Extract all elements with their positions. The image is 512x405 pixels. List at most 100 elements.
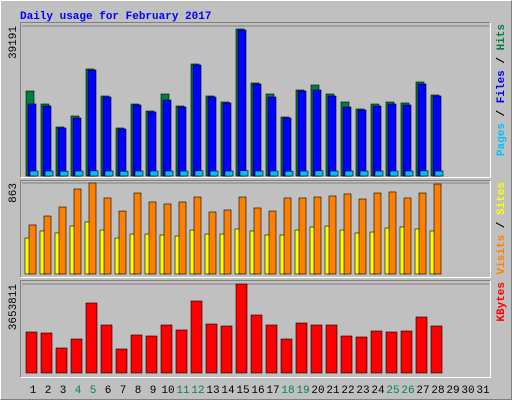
bar bbox=[104, 170, 114, 177]
x-tick-label: 4 bbox=[75, 385, 82, 397]
bar bbox=[43, 215, 52, 275]
x-tick-label: 14 bbox=[221, 385, 235, 397]
bar bbox=[149, 170, 159, 177]
bar bbox=[389, 170, 399, 177]
bar bbox=[328, 195, 337, 275]
x-tick-label: 29 bbox=[446, 385, 459, 397]
bar bbox=[268, 210, 277, 275]
bar bbox=[40, 332, 53, 374]
bar bbox=[403, 197, 412, 275]
bar bbox=[223, 209, 232, 275]
bar bbox=[42, 105, 52, 177]
bar bbox=[130, 334, 143, 374]
bar bbox=[117, 128, 127, 177]
panel-bevel-dark bbox=[20, 280, 491, 378]
bar bbox=[44, 170, 54, 177]
bar bbox=[239, 170, 249, 177]
bar bbox=[297, 90, 307, 177]
bar bbox=[299, 170, 309, 177]
bar bbox=[310, 324, 323, 374]
x-tick-label: 5 bbox=[90, 385, 97, 397]
bar bbox=[385, 331, 398, 374]
bar bbox=[100, 324, 113, 374]
bar bbox=[57, 127, 67, 177]
bar bbox=[404, 170, 414, 177]
bar bbox=[147, 111, 157, 177]
x-tick-label: 2 bbox=[45, 385, 52, 397]
bar bbox=[374, 170, 384, 177]
panel-bevel-dark bbox=[20, 180, 491, 278]
bar bbox=[88, 182, 97, 275]
chart-title: Daily usage for February 2017 bbox=[20, 11, 211, 23]
bar bbox=[162, 99, 172, 177]
bar bbox=[267, 96, 277, 177]
legend-entry: Pages bbox=[496, 123, 508, 156]
bar bbox=[103, 197, 112, 275]
x-tick-label: 16 bbox=[251, 385, 264, 397]
bar bbox=[295, 322, 308, 374]
bar bbox=[358, 198, 367, 275]
x-tick-label: 22 bbox=[341, 385, 354, 397]
bar bbox=[340, 335, 353, 374]
bar bbox=[70, 338, 83, 374]
legend-entry: Files bbox=[496, 70, 508, 103]
y-tick-label: 39191 bbox=[8, 26, 20, 59]
legend-entry: Hits bbox=[496, 24, 508, 50]
bar bbox=[355, 336, 368, 374]
bar bbox=[415, 316, 428, 374]
panel-bevel-dark bbox=[20, 22, 491, 178]
bar bbox=[327, 95, 337, 177]
bar bbox=[207, 96, 217, 177]
x-tick-label: 30 bbox=[461, 385, 474, 397]
bar bbox=[175, 329, 188, 374]
bar bbox=[29, 170, 39, 177]
bar bbox=[179, 170, 189, 177]
x-tick-label: 26 bbox=[401, 385, 414, 397]
bar bbox=[432, 95, 442, 177]
bar bbox=[372, 105, 382, 177]
bar bbox=[359, 170, 369, 177]
bar bbox=[265, 324, 278, 374]
bar bbox=[28, 224, 37, 275]
bar bbox=[284, 170, 294, 177]
bar bbox=[224, 170, 234, 177]
bar bbox=[209, 170, 219, 177]
x-tick-label: 11 bbox=[176, 385, 190, 397]
bar bbox=[325, 324, 338, 374]
bar bbox=[388, 191, 397, 275]
bar bbox=[282, 117, 292, 177]
bar bbox=[418, 192, 427, 275]
bar bbox=[163, 203, 172, 275]
bar bbox=[85, 302, 98, 374]
bar bbox=[25, 331, 38, 374]
bar bbox=[87, 69, 97, 177]
bar bbox=[72, 117, 82, 177]
panel-bevel-light bbox=[20, 180, 491, 278]
x-tick-label: 6 bbox=[105, 385, 112, 397]
bar bbox=[238, 196, 247, 275]
bar bbox=[59, 170, 69, 177]
bar bbox=[192, 64, 202, 177]
bar bbox=[313, 196, 322, 275]
bar bbox=[250, 314, 263, 374]
legend-entry: Visits bbox=[496, 235, 508, 275]
x-tick-label: 17 bbox=[266, 385, 279, 397]
panel-bevel-light bbox=[20, 22, 491, 178]
legend-separator: / bbox=[496, 215, 508, 235]
x-tick-label: 12 bbox=[191, 385, 204, 397]
x-tick-label: 1 bbox=[30, 385, 37, 397]
bar bbox=[343, 193, 352, 275]
bar bbox=[118, 210, 127, 275]
bar bbox=[252, 83, 262, 177]
bar bbox=[74, 170, 84, 177]
bar bbox=[373, 192, 382, 275]
x-tick-label: 23 bbox=[356, 385, 369, 397]
bar bbox=[283, 197, 292, 275]
bar bbox=[58, 206, 67, 275]
x-tick-label: 7 bbox=[120, 385, 127, 397]
bar bbox=[402, 104, 412, 177]
y-tick-label: 863 bbox=[8, 183, 20, 203]
bar bbox=[222, 102, 232, 177]
bar bbox=[193, 196, 202, 275]
